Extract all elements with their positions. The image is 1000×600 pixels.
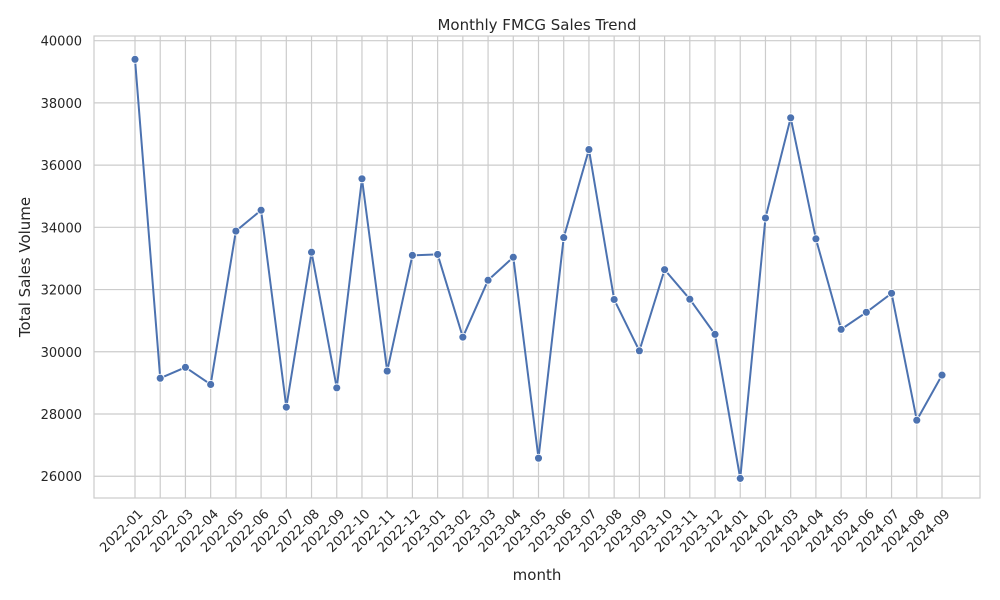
y-tick-label: 26000	[41, 470, 82, 485]
data-point	[912, 415, 922, 425]
data-point	[332, 383, 342, 393]
data-point	[660, 265, 670, 275]
data-point	[861, 307, 871, 317]
plot-frame	[93, 35, 981, 499]
data-point	[508, 252, 518, 262]
data-point	[887, 288, 897, 298]
data-point	[256, 205, 266, 215]
data-point	[433, 249, 443, 259]
data-point	[458, 332, 468, 342]
y-ticks: 26000 28000 30000 32000 34000 36000 38000 40000	[41, 35, 82, 486]
data-point	[761, 213, 770, 223]
chart-title: Monthly FMCG Sales Trend	[437, 16, 636, 34]
data-point	[735, 473, 745, 483]
y-axis-label: Total Sales Volume	[16, 197, 34, 338]
data-point	[559, 233, 569, 243]
data-point	[786, 113, 796, 123]
grid	[94, 36, 980, 498]
y-tick-label: 28000	[41, 408, 82, 423]
data-point	[685, 294, 695, 304]
data-point	[634, 346, 644, 356]
data-point	[231, 226, 241, 236]
y-tick-label: 36000	[41, 159, 82, 174]
data-point	[811, 234, 821, 244]
series-sales	[130, 54, 947, 483]
data-point	[534, 453, 543, 463]
data-point	[483, 275, 493, 285]
data-point	[155, 373, 165, 383]
data-point	[836, 324, 846, 334]
data-point	[130, 54, 140, 64]
data-point	[281, 402, 291, 412]
data-point	[382, 366, 392, 376]
data-point	[407, 250, 417, 260]
data-point	[584, 145, 594, 155]
y-tick-label: 34000	[41, 221, 82, 236]
data-point	[357, 174, 367, 184]
x-axis-label: month	[513, 566, 562, 584]
y-tick-label: 40000	[41, 35, 82, 50]
data-point	[710, 329, 720, 339]
data-point	[180, 362, 190, 372]
y-tick-label: 38000	[41, 97, 82, 112]
y-tick-label: 32000	[41, 284, 82, 299]
data-point	[609, 295, 619, 304]
data-point	[937, 370, 947, 380]
data-point	[307, 247, 316, 257]
data-point	[206, 379, 216, 389]
y-tick-label: 30000	[41, 346, 82, 361]
